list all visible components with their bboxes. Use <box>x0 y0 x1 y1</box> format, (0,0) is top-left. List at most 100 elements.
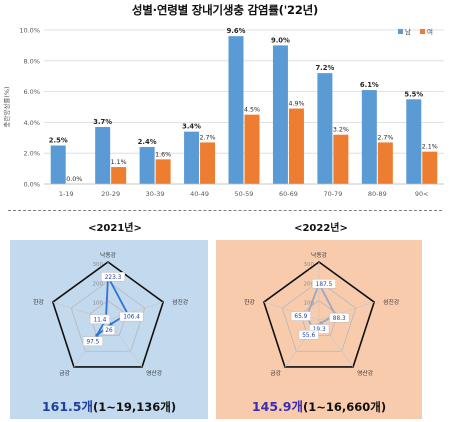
heading-2021: <2021년> <box>88 223 142 234</box>
data-label: 1.6% <box>155 151 171 158</box>
x-tick-label: 1-19 <box>59 190 74 198</box>
radar-value-box <box>290 311 311 321</box>
x-tick-label: 30-39 <box>146 190 165 198</box>
radar-ring-label: 300 <box>93 262 104 268</box>
x-tick-label: 50-59 <box>235 190 254 198</box>
bar-male <box>317 73 333 184</box>
bar-male <box>361 90 377 184</box>
bar-male <box>50 145 66 184</box>
data-label: 2.7% <box>200 134 216 141</box>
radar-axis-label: 한강 <box>33 299 44 306</box>
data-label: 3.7% <box>93 118 112 126</box>
bar-male <box>228 36 244 184</box>
radar-axis-label: 금강 <box>270 370 281 377</box>
bar-female <box>111 167 127 184</box>
bar-female <box>333 134 349 184</box>
legend-label: 여 <box>427 27 433 36</box>
radar-axis-label: 영산강 <box>357 369 374 377</box>
bar-female <box>244 114 260 184</box>
bar-female <box>377 142 393 184</box>
radar-grid-ring <box>262 261 376 368</box>
radar-value-label: 106.4 <box>123 315 140 321</box>
summary-2021: 161.5개(1~19,136개) <box>10 396 208 415</box>
x-tick-label: 80-89 <box>368 190 387 198</box>
radar-value-box <box>329 312 350 323</box>
radar-ring-label: 200 <box>304 281 315 287</box>
radar-value-label: 88.3 <box>333 316 346 322</box>
section-divider <box>8 210 442 211</box>
y-tick-label: 0.0% <box>23 181 40 189</box>
data-label: 9.0% <box>271 36 290 44</box>
x-tick-label: 40-49 <box>190 190 209 198</box>
radar-panel-2021: 300 200 100 낙동강 섬진강 영산강 금강 한강 223.3 106.4 26 97.5 11… <box>10 240 208 419</box>
summary-mean-2021: 161.5개 <box>41 399 93 414</box>
radar-grid-ring <box>281 280 357 352</box>
legend-label: 남 <box>405 27 411 36</box>
legend-swatch <box>420 29 425 34</box>
bar-male <box>272 45 288 185</box>
radar-value-label: 11.4 <box>93 317 106 323</box>
data-label: 4.9% <box>288 101 304 108</box>
radar-value-label: 223.3 <box>105 275 122 281</box>
data-label: 3.2% <box>333 127 349 134</box>
radar-value-label: 187.5 <box>316 282 333 288</box>
summary-range-2021: (1~19,136개) <box>92 400 177 414</box>
data-label: 3.4% <box>182 123 201 131</box>
y-tick-label: 8.0% <box>23 57 40 65</box>
bar-male <box>184 131 200 184</box>
radar-spoke <box>107 301 164 321</box>
radar-ring-label: 200 <box>93 281 104 287</box>
x-tick-label: 60-69 <box>279 190 298 198</box>
data-label: 2.7% <box>377 134 393 141</box>
radar-ring-label: 100 <box>304 301 315 307</box>
radar-axis-label: 한강 <box>244 299 255 306</box>
radar-grid-ring <box>89 300 127 337</box>
radar-point <box>95 333 99 337</box>
radar-axis-label: 섬진강 <box>172 298 189 306</box>
radar-value-box <box>82 336 103 346</box>
y-tick-label: 2.0% <box>23 150 40 158</box>
x-tick-label: 20-29 <box>101 190 120 198</box>
summary-2022: 145.9개(1~16,660개) <box>216 396 422 415</box>
radar-axis-label: 낙동강 <box>100 251 117 259</box>
radar-value-label: 19.3 <box>313 327 326 333</box>
radar-grid-ring <box>70 280 146 352</box>
radar-value-box <box>119 311 144 322</box>
data-label: 5.5% <box>404 90 423 98</box>
radar-value-label: 26 <box>105 328 113 334</box>
radar-value-label: 55.6 <box>302 333 315 339</box>
radar-value-box <box>89 314 110 325</box>
radar-value-box <box>298 329 319 340</box>
data-label: 7.2% <box>315 64 334 72</box>
bar-female <box>155 159 171 184</box>
data-label: 0.0% <box>66 176 82 183</box>
bar-male <box>139 147 155 184</box>
bar-male <box>95 127 111 184</box>
radar-axis-label: 금강 <box>59 370 70 377</box>
radar-value-label: 97.5 <box>86 339 99 345</box>
radar-point <box>319 321 323 325</box>
radar-ring-label: 100 <box>93 301 104 307</box>
x-tick-label: 70-79 <box>323 190 342 198</box>
legend-swatch <box>398 29 403 34</box>
data-label: 2.1% <box>422 144 438 151</box>
x-tick-label: 90< <box>415 190 429 198</box>
radar-value-box <box>101 272 125 282</box>
page-title: 성별·연령별 장내기생충 감염률('22년) <box>131 3 319 17</box>
radar-ring-label: 300 <box>304 262 315 268</box>
radar-axis-label: 낙동강 <box>311 251 328 259</box>
radar-value-label: 65.9 <box>294 314 307 320</box>
data-label: 1.1% <box>111 159 127 166</box>
radar-value-box <box>309 324 330 334</box>
age-sex-bar-chart: 0.0% 2.0% 4.0% 6.0% 8.0% 10.0% 충란양성률(%) 1-19 2.5… <box>2 27 444 198</box>
data-label: 9.6% <box>227 27 246 35</box>
bar-female <box>422 151 438 184</box>
summary-range-2022: (1~16,660개) <box>302 400 387 414</box>
y-tick-label: 10.0% <box>19 27 40 35</box>
radar-point <box>109 322 113 326</box>
radar-axis-label: 섬진강 <box>383 298 400 306</box>
bar-male <box>406 99 422 184</box>
